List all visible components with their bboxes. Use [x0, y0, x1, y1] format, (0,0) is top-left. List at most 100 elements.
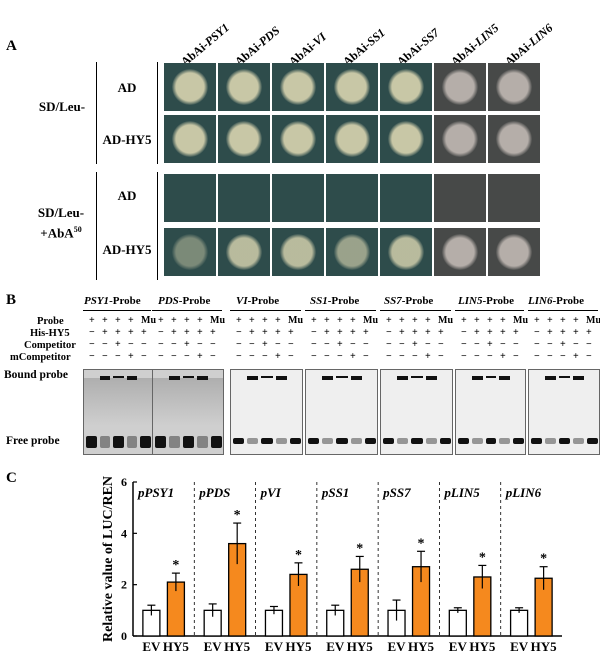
y-tick-label: 0 — [121, 629, 127, 643]
significance-star: * — [234, 508, 241, 523]
gel-smear — [153, 378, 223, 426]
lane-sign: − — [158, 351, 164, 362]
lane-sign: + — [573, 351, 579, 362]
lane-sign: − — [461, 327, 467, 338]
lane-sign: − — [89, 339, 95, 350]
free-band — [126, 436, 138, 448]
lane-sign: − — [115, 351, 121, 362]
plate-cell-r1-c4 — [326, 63, 378, 111]
lane-sign: + — [500, 327, 506, 338]
lane-sign: + — [324, 315, 330, 326]
probe-underline — [230, 310, 301, 311]
free-band — [350, 438, 362, 444]
lane-sign: + — [487, 315, 493, 326]
free-band — [531, 438, 542, 444]
lane-sign: + — [560, 339, 566, 350]
probe-underline — [83, 310, 151, 311]
lane-sign: + — [141, 327, 147, 338]
bound-band — [471, 376, 483, 380]
plate-cell-r4-c4 — [326, 228, 378, 276]
row-label-adhy5-1: AD-HY5 — [102, 132, 152, 147]
lane-sign: + — [461, 315, 467, 326]
yeast-colony — [280, 121, 316, 157]
plate-cell-r3-c7 — [488, 174, 540, 222]
lane-sign: + — [560, 315, 566, 326]
bound-band — [573, 376, 584, 380]
lane-sign: + — [128, 351, 134, 362]
lane-sign: − — [461, 351, 467, 362]
lane-sign: − — [324, 339, 330, 350]
lane-sign: Mu — [141, 315, 156, 326]
lane-sign: + — [210, 327, 216, 338]
x-category-label: EV — [326, 639, 345, 654]
lane-sign: + — [474, 327, 480, 338]
x-category-label: HY5 — [408, 639, 435, 654]
y-axis-label: Relative value of LUC/REN — [101, 476, 116, 642]
lane-sign: − — [141, 351, 147, 362]
lane-sign: + — [337, 339, 343, 350]
free-band — [289, 438, 301, 444]
lane-sign: + — [399, 327, 405, 338]
probe-header-ss1: SS1-Probe — [310, 295, 359, 307]
lane-sign: + — [573, 327, 579, 338]
emsa-gel-ss7 — [380, 369, 453, 455]
plate-cell-r3-c1 — [164, 174, 216, 222]
lane-sign: + — [487, 327, 493, 338]
probe-header-lin6: LIN6-Probe — [528, 295, 584, 307]
lane-sign: − — [363, 351, 369, 362]
lane-sign: − — [210, 339, 216, 350]
lane-sign: − — [171, 351, 177, 362]
free-band — [397, 438, 409, 444]
lane-sign: + — [275, 351, 281, 362]
lane-sign: − — [386, 339, 392, 350]
x-category-label: HY5 — [285, 639, 312, 654]
lane-sign: − — [337, 351, 343, 362]
emsa-gel-lin6 — [528, 369, 600, 455]
lane-sign: + — [128, 327, 134, 338]
probe-gene: SS7 — [384, 295, 402, 307]
lane-sign: + — [363, 327, 369, 338]
free-band — [308, 438, 320, 444]
yeast-colony — [442, 69, 478, 105]
lane-sign: Mu — [513, 315, 528, 326]
yeast-colony — [442, 234, 478, 270]
plate-cell-r2-c3 — [272, 115, 324, 163]
free-band — [364, 438, 376, 444]
lane-sign: + — [288, 327, 294, 338]
lane-sign: − — [534, 351, 540, 362]
lane-sign: − — [363, 339, 369, 350]
free-band — [425, 438, 437, 444]
lane-sign: − — [412, 351, 418, 362]
lane-sign: − — [547, 351, 553, 362]
lane-sign: + — [425, 327, 431, 338]
lane-sign: − — [158, 339, 164, 350]
lane-sign: + — [115, 339, 121, 350]
bound-band — [411, 376, 423, 378]
free-band — [411, 438, 423, 444]
lane-sign: − — [560, 351, 566, 362]
lane-sign: Mu — [288, 315, 303, 326]
lane-sign: Mu — [210, 315, 225, 326]
emsa-gel-lin5 — [455, 369, 526, 455]
lane-sign: − — [249, 339, 255, 350]
lane-sign: + — [399, 315, 405, 326]
lane-sign: + — [262, 327, 268, 338]
lane-sign: − — [288, 339, 294, 350]
panel-b-letter: B — [6, 292, 17, 308]
probe-gene: PSY1 — [84, 295, 110, 307]
lane-sign: − — [141, 339, 147, 350]
lane-sign: − — [171, 339, 177, 350]
plate-cell-r2-c4 — [326, 115, 378, 163]
emsa-gel-vi — [230, 369, 303, 455]
lane-sign: + — [386, 315, 392, 326]
probe-gene: VI — [236, 295, 248, 307]
lane-sign: + — [337, 327, 343, 338]
lane-sign: − — [158, 327, 164, 338]
probe-underline — [152, 310, 222, 311]
bound-band — [322, 376, 334, 380]
lane-sign: − — [249, 351, 255, 362]
lane-sign: + — [249, 315, 255, 326]
panel-c-letter: C — [6, 470, 17, 486]
free-band — [587, 438, 598, 444]
gel-smear — [84, 378, 152, 426]
